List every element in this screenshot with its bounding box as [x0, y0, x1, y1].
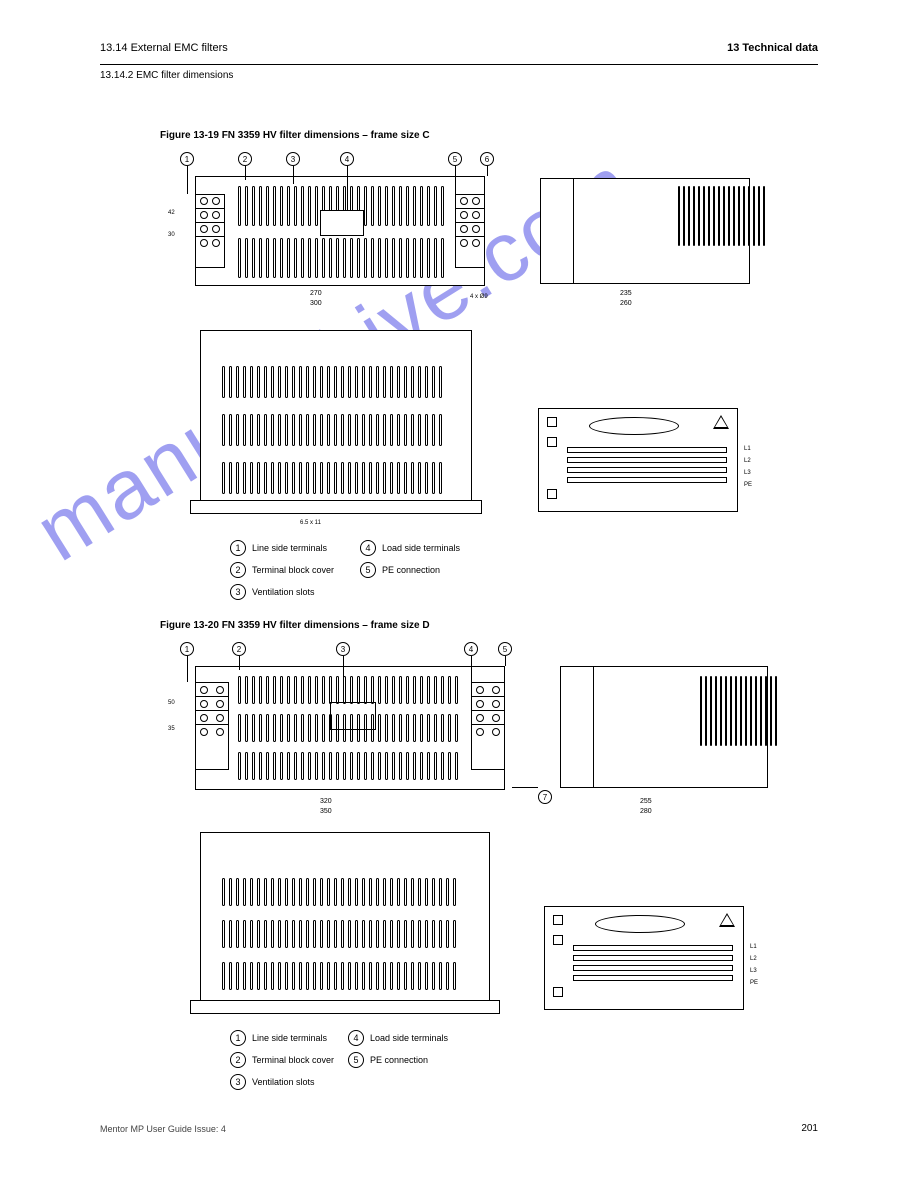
fig2-dim-wmount: 320 [320, 798, 332, 805]
fig1-callout-1: 1 [180, 152, 194, 166]
figure-13-19: Figure 13-19 FN 3359 HV filter dimension… [160, 130, 800, 141]
fig2-callout-7: 7 [538, 790, 552, 804]
fig1-np-pe: PE [744, 482, 752, 488]
section-title: 13.14 External EMC filters [100, 42, 228, 54]
cert-mark-icon [547, 417, 557, 427]
fig1-dim-w: 300 [310, 300, 322, 307]
fig2-dim-w: 350 [320, 808, 332, 815]
fig1-dim-termp: 30 [168, 232, 175, 238]
leader [343, 656, 344, 702]
fig2-dim-dflange: 255 [640, 798, 652, 805]
fig1-dim-termh: 42 [168, 210, 175, 216]
fig2-callout-1: 1 [180, 642, 194, 656]
fig2-right-terminals [471, 682, 505, 770]
leader [239, 656, 240, 670]
fig1-legend-3: 3Ventilation slots [230, 584, 315, 600]
fig2-legend-5: 5PE connection [348, 1052, 428, 1068]
leader [293, 166, 294, 184]
fig1-legend-1: 1Line side terminals [230, 540, 327, 556]
fig1-callout-2: 2 [238, 152, 252, 166]
fig1-dim-slot: 6.5 x 11 [300, 520, 321, 526]
figure-caption: Figure 13-20 FN 3359 HV filter dimension… [160, 620, 800, 631]
fig1-legend-4: 4Load side terminals [360, 540, 460, 556]
leader [471, 656, 472, 682]
leader [187, 166, 188, 194]
figure-13-20: Figure 13-20 FN 3359 HV filter dimension… [160, 620, 800, 631]
fig1-dim-d: 260 [620, 300, 632, 307]
fig2-nameplate [544, 906, 744, 1010]
fig1-legend-2: 2Terminal block cover [230, 562, 334, 578]
cert-mark-icon [553, 987, 563, 997]
fig1-legend-5: 5PE connection [360, 562, 440, 578]
fig1-nameplate [538, 408, 738, 512]
fig1-dim-dflange: 235 [620, 290, 632, 297]
fig2-np-l2: L2 [750, 956, 757, 962]
fig1-callout-4: 4 [340, 152, 354, 166]
leader [187, 656, 188, 682]
chapter-label: 13 Technical data [727, 42, 818, 54]
cert-mark-icon [553, 935, 563, 945]
fig2-np-l1: L1 [750, 944, 757, 950]
fig1-dim-hole: 4 x Ø9 [470, 294, 530, 300]
warning-triangle-icon [719, 913, 735, 927]
fig2-callout-5: 5 [498, 642, 512, 656]
warning-triangle-icon [713, 415, 729, 429]
leader [455, 166, 456, 194]
leader [245, 166, 246, 180]
nameplate-terminal-bars [573, 945, 733, 995]
nameplate-logo-oval [595, 915, 685, 933]
fig1-callout-5: 5 [448, 152, 462, 166]
fig1-center-label [320, 210, 364, 236]
fig2-legend-4: 4Load side terminals [348, 1030, 448, 1046]
fig1-np-l3: L3 [744, 470, 751, 476]
subsection-title: 13.14.2 EMC filter dimensions [100, 70, 233, 81]
fig1-np-l2: L2 [744, 458, 751, 464]
cert-mark-icon [553, 915, 563, 925]
fig2-dim-d: 280 [640, 808, 652, 815]
page: 13.14 External EMC filters 13 Technical … [0, 0, 918, 1188]
cert-mark-icon [547, 489, 557, 499]
fig1-np-l1: L1 [744, 446, 751, 452]
nameplate-terminal-bars [567, 447, 727, 497]
fig1-right-terminals [455, 194, 485, 268]
fig2-callout-3: 3 [336, 642, 350, 656]
nameplate-logo-oval [589, 417, 679, 435]
cert-mark-icon [547, 437, 557, 447]
fig1-top-base [190, 500, 482, 514]
fig1-callout-3: 3 [286, 152, 300, 166]
fig2-legend-2: 2Terminal block cover [230, 1052, 334, 1068]
header-rule [100, 64, 818, 65]
fig1-left-terminals [195, 194, 225, 268]
fig2-dim-termh: 50 [168, 700, 175, 706]
fig2-top-base [190, 1000, 500, 1014]
fig2-left-terminals [195, 682, 229, 770]
leader [347, 166, 348, 210]
fig2-callout-2: 2 [232, 642, 246, 656]
fig1-side-flange [540, 178, 574, 284]
leader [512, 787, 538, 788]
figure-caption: Figure 13-19 FN 3359 HV filter dimension… [160, 130, 800, 141]
fig2-side-flange [560, 666, 594, 788]
fig1-dim-wmount: 270 [310, 290, 322, 297]
fig1-callout-6: 6 [480, 152, 494, 166]
fig2-legend-3: 3Ventilation slots [230, 1074, 315, 1090]
page-number: 201 [801, 1123, 818, 1134]
leader [487, 166, 488, 176]
fig2-callout-4: 4 [464, 642, 478, 656]
doc-reference: Mentor MP User Guide Issue: 4 [100, 1124, 226, 1134]
leader [505, 656, 506, 666]
fig2-dim-termp: 35 [168, 726, 175, 732]
fig2-np-l3: L3 [750, 968, 757, 974]
fig2-np-pe: PE [750, 980, 758, 986]
fig2-legend-1: 1Line side terminals [230, 1030, 327, 1046]
